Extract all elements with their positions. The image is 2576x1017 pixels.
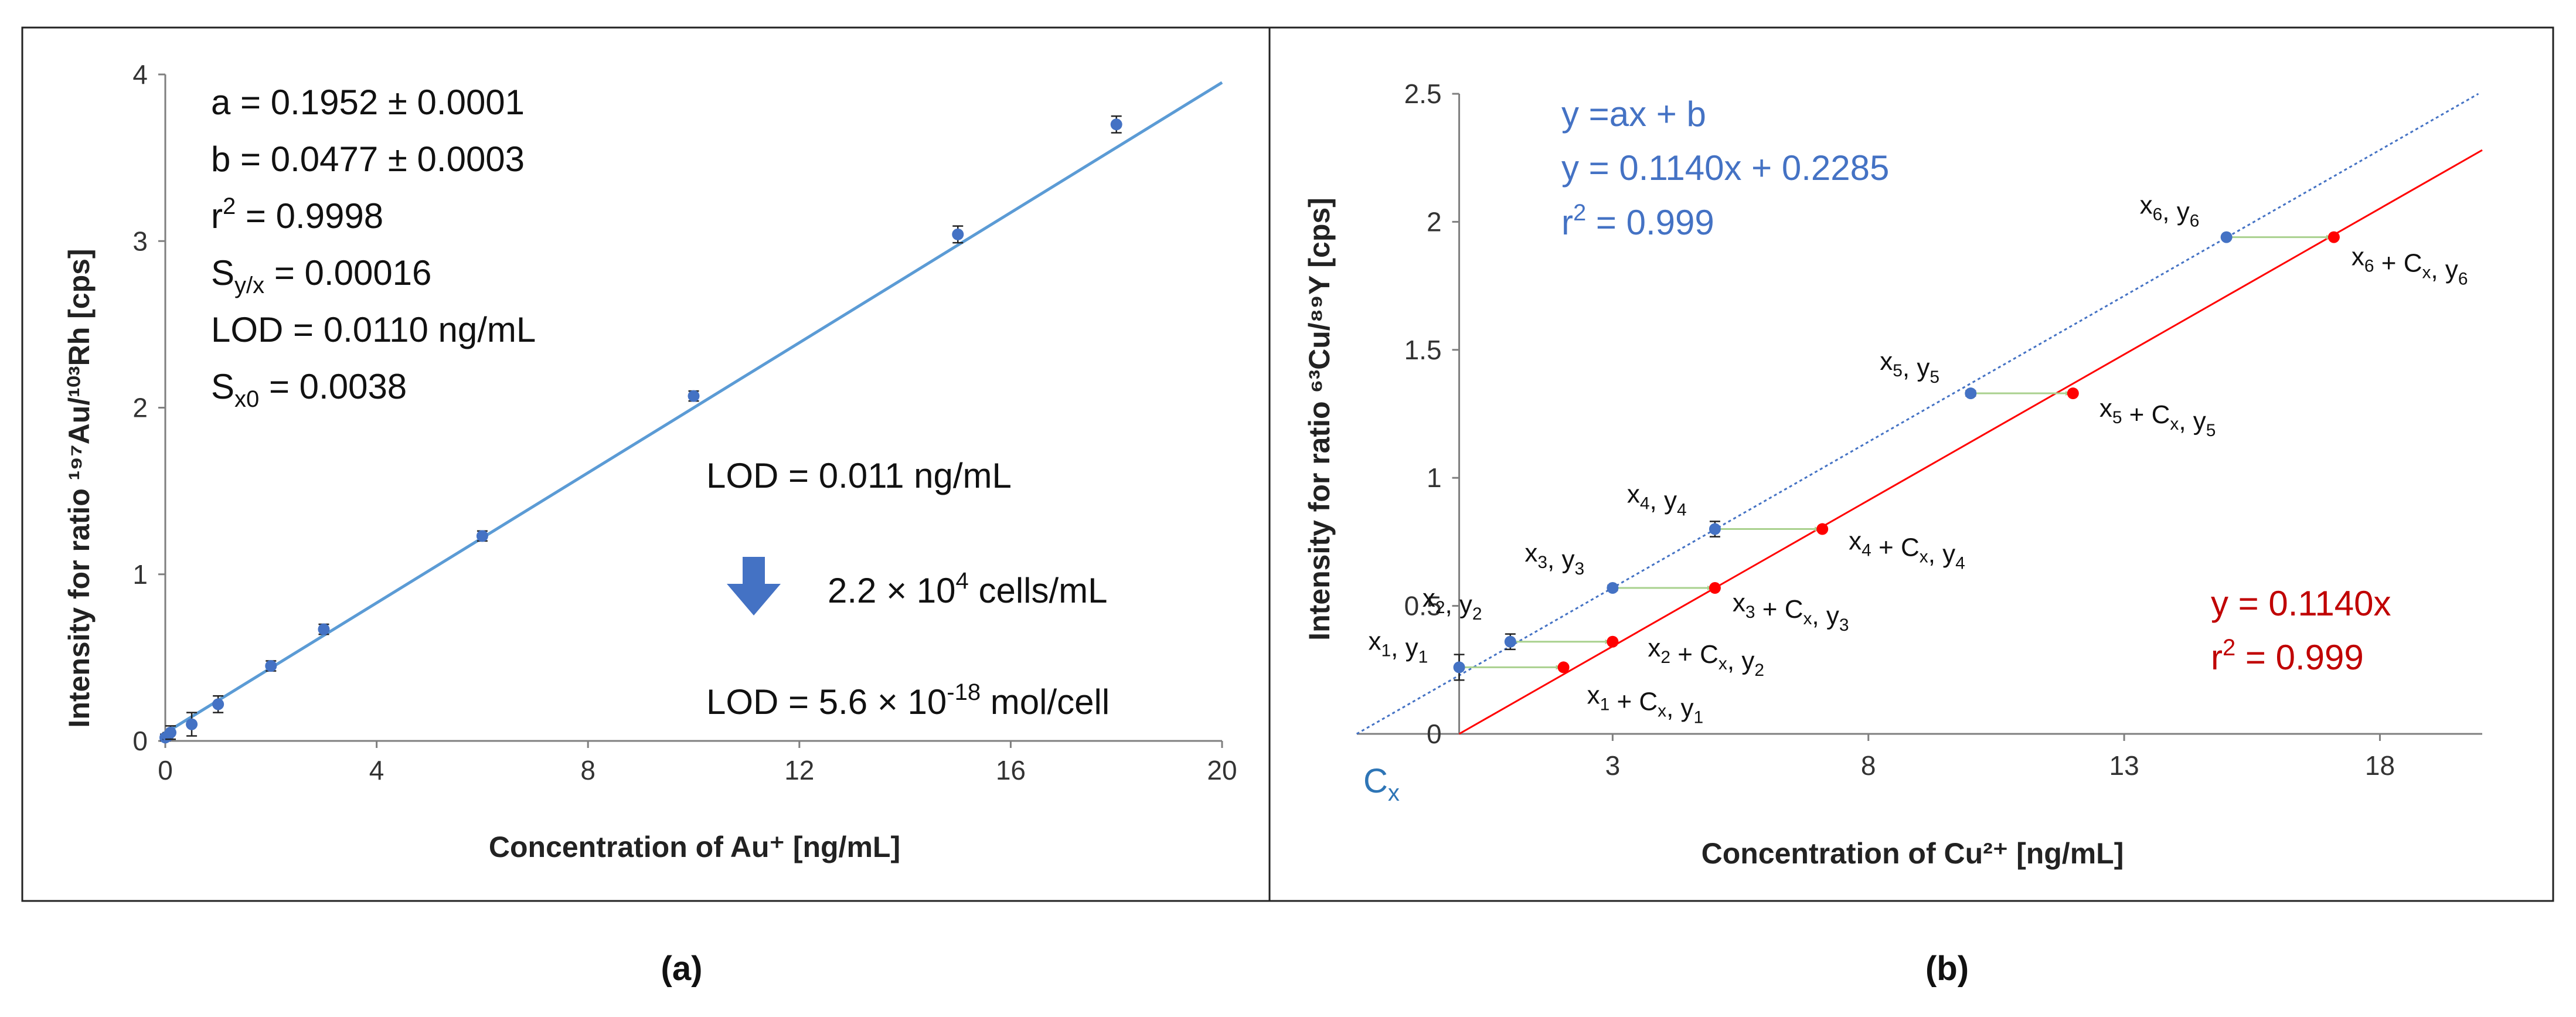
panel-a-data-point [318, 623, 330, 635]
panel-b-arrows [1464, 234, 2332, 670]
caption-b: (b) [1925, 950, 1969, 988]
panel-b-points [1453, 231, 2340, 681]
panel-b-cx-label: Cx [1363, 762, 1400, 806]
panel-b-red-fit-line [1458, 149, 2483, 735]
panel-a-x-tick-label: 0 [158, 755, 173, 785]
panel-b-point-label: x4, y4 [1627, 480, 1687, 520]
cells-text: 2.2 × 104 cells/mL [828, 568, 1108, 610]
panel-a-frame [21, 26, 1271, 902]
panel-b-blue-fit-line [1356, 93, 2479, 735]
panel-b-point-label: x6, y6 [2140, 191, 2200, 231]
panel-b-x-ticks: 3 8 13 18 [1605, 734, 2395, 781]
panel-a-data-point [952, 228, 964, 240]
stat-b: b = 0.0477 ± 0.0003 [211, 140, 525, 179]
panel-b-x-tick-label: 13 [2109, 750, 2139, 781]
blue-eq-line2: y = 0.1140x + 0.2285 [1561, 148, 1889, 188]
panel-b-y-tick-label: 2.5 [1404, 79, 1442, 109]
panel-b-point-label: x5, y5 [1880, 347, 1939, 387]
lod-mol-text: LOD = 5.6 × 10-18 mol/cell [706, 679, 1110, 722]
panel-a-fit-line-path [164, 81, 1223, 734]
panel-b-shift-label: x3 + Cx, y3 [1733, 589, 1849, 635]
panel-b-y-ticks: 0 0.5 1 1.5 2 2.5 [1404, 79, 1459, 749]
panel-b-blue-point [1709, 523, 1721, 535]
panel-b-axes [1357, 94, 2482, 735]
panel-b-red-point [1557, 661, 1570, 674]
panel-a-fit-line [164, 81, 1223, 734]
panel-a-y-tick-label: 1 [132, 559, 148, 590]
panel-a-y-tick-label: 3 [132, 226, 148, 256]
panel-b-lines [1356, 93, 2483, 735]
panel-b-shift-label: x5 + Cx, y5 [2099, 394, 2216, 440]
stat-r2: r2 = 0.9998 [211, 193, 383, 236]
panel-b-shift-label: x4 + Cx, y4 [1849, 527, 1965, 573]
red-eq-line1: y = 0.1140x [2211, 584, 2391, 623]
panel-a-y-ticks: 0 1 2 3 4 [132, 59, 165, 756]
panel-b-y-tick-label: 0.5 [1404, 591, 1442, 621]
panel-a-x-axis-label: Concentration of Au⁺ [ng/mL] [489, 831, 900, 863]
panel-b-point-label: x2, y2 [1423, 584, 1482, 624]
red-eq-r2: r2 = 0.999 [2211, 635, 2364, 677]
panel-b-x-tick-label: 18 [2365, 750, 2395, 781]
panel-a-x-tick-label: 12 [784, 755, 814, 785]
panel-a-y-tick-label: 2 [132, 393, 148, 423]
panel-b-frame [1268, 26, 2554, 902]
panel-b-blue-point [1965, 387, 1977, 400]
panel-b-x-tick-label: 8 [1861, 750, 1876, 781]
panel-b-point-label: x1, y1 [1369, 627, 1428, 666]
blue-eq-line1: y =ax + b [1561, 94, 1706, 134]
caption-a: (a) [661, 950, 703, 988]
panel-b-shift-label: x6 + Cx, y6 [2352, 243, 2468, 289]
panel-a-x-tick-label: 20 [1207, 755, 1237, 785]
stat-sx0: Sx0 = 0.0038 [211, 367, 407, 412]
down-arrow-icon [727, 557, 781, 615]
panel-a-data-point [1110, 118, 1122, 131]
lod-ng-text: LOD = 0.011 ng/mL [706, 456, 1012, 495]
panel-b-y-axis-label: Intensity for ratio ⁶³Cu/⁸⁹Y [cps] [1303, 198, 1336, 641]
panel-b-blue-point [2220, 231, 2233, 243]
panel-b-red-point [1607, 635, 1619, 648]
panel-b-x-axis-label: Concentration of Cu²⁺ [ng/mL] [1702, 837, 2124, 870]
panel-b-red-point [1816, 523, 1829, 535]
panel-a-y-tick-label: 4 [132, 59, 148, 90]
panel-a-y-axis-label: Intensity for ratio ¹⁹⁷Au/¹⁰³Rh [cps] [63, 249, 96, 727]
panel-b-y-tick-label: 1 [1427, 462, 1442, 493]
panel-b-red-point [2067, 387, 2079, 400]
panel-a-stats: a = 0.1952 ± 0.0001 b = 0.0477 ± 0.0003 … [211, 83, 536, 412]
stat-lod: LOD = 0.0110 ng/mL [211, 310, 536, 349]
stat-a: a = 0.1952 ± 0.0001 [211, 83, 525, 122]
panel-b-red-equation: y = 0.1140x r2 = 0.999 [2211, 584, 2391, 677]
panel-b-shift-label: x2 + Cx, y2 [1648, 634, 1764, 680]
panel-b-blue-equation: y =ax + b y = 0.1140x + 0.2285 r2 = 0.99… [1561, 94, 1889, 242]
panel-a-data-point [265, 660, 277, 672]
panel-a-x-ticks: 0 4 8 12 16 20 [158, 741, 1237, 785]
panel-b-point-label: x3, y3 [1524, 539, 1584, 579]
stat-syx: Sy/x = 0.00016 [211, 253, 431, 298]
panel-b-red-point [1709, 582, 1721, 594]
panel-b-blue-point [1607, 582, 1619, 594]
panel-b-y-tick-label: 2 [1427, 206, 1442, 237]
panel-a-data-point [186, 718, 198, 730]
panel-b-x-tick-label: 3 [1605, 750, 1621, 781]
panel-b-y-tick-label: 0 [1427, 719, 1442, 749]
panel-a-points [159, 115, 1122, 744]
panel-b-blue-point [1504, 635, 1516, 648]
panel-a-data-point [476, 530, 488, 542]
panel-b-y-tick-label: 1.5 [1404, 335, 1442, 365]
panel-a-y-tick-label: 0 [132, 726, 148, 756]
panel-a-x-tick-label: 16 [996, 755, 1026, 785]
panel-a-data-point [688, 390, 700, 402]
panel-a-data-point [165, 726, 177, 739]
panel-a-data-point [212, 698, 224, 710]
panel-b-blue-point [1453, 661, 1465, 674]
panel-b-shift-label: x1 + Cx, y1 [1587, 681, 1704, 727]
panel-a-x-tick-label: 4 [369, 755, 384, 785]
panel-a-x-tick-label: 8 [580, 755, 595, 785]
panel-b-red-point [2327, 231, 2340, 243]
blue-eq-r2: r2 = 0.999 [1561, 200, 1714, 242]
